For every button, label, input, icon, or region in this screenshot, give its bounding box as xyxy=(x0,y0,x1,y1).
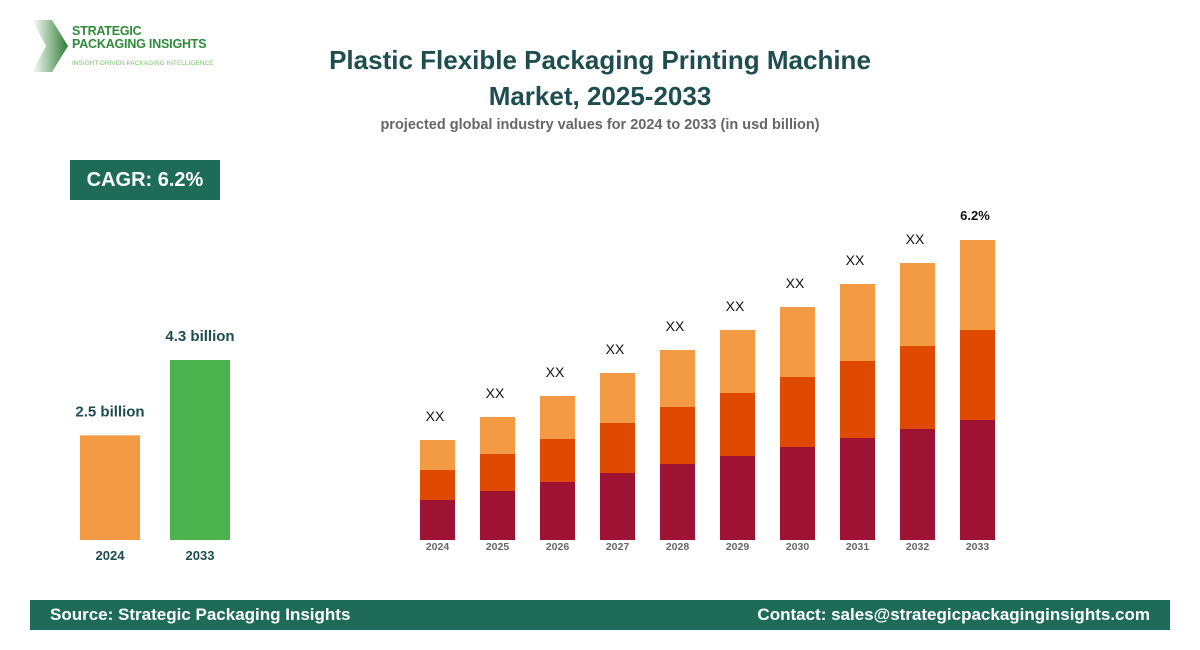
bar-segment-2025-2 xyxy=(480,417,515,454)
bar-segment-2031-1 xyxy=(840,361,875,438)
data-label: 2.5 billion xyxy=(75,403,144,420)
data-label: XX xyxy=(606,341,625,357)
bar-segment-2032-1 xyxy=(900,346,935,429)
data-label: XX xyxy=(786,275,805,291)
bar-segment-2024-0 xyxy=(420,500,455,540)
source-text: Source: Strategic Packaging Insights xyxy=(50,605,351,624)
bar-segment-2030-2 xyxy=(780,307,815,377)
chevron-logo-icon xyxy=(32,20,68,72)
chart-area: 2.5 billion 2024 4.3 billion 2033 XX 2024 XX 20… xyxy=(75,208,995,563)
x-tick-label: 2026 xyxy=(546,541,570,553)
logo-text: STRATEGIC xyxy=(72,24,142,38)
data-label: XX xyxy=(546,364,565,380)
bar-segment-2024-1 xyxy=(420,470,455,500)
data-label: XX xyxy=(486,385,505,401)
bar-segment-2028-0 xyxy=(660,464,695,540)
x-tick-label: 2025 xyxy=(486,541,510,553)
data-label: XX xyxy=(426,408,445,424)
bar-segment-2032-0 xyxy=(900,429,935,540)
footer: Source: Strategic Packaging Insights Con… xyxy=(30,600,1170,630)
data-label: 4.3 billion xyxy=(165,328,234,345)
bar-segment-2029-1 xyxy=(720,393,755,456)
data-label: XX xyxy=(726,298,745,314)
bar-segment-2030-1 xyxy=(780,377,815,447)
chart-title: Plastic Flexible Packaging Printing Mach… xyxy=(329,45,871,111)
bar-segment-2025-0 xyxy=(480,491,515,540)
bar-2024 xyxy=(80,435,140,540)
bar-segment-2027-1 xyxy=(600,423,635,473)
x-tick-label: 2024 xyxy=(96,548,126,563)
bar-segment-2030-0 xyxy=(780,447,815,540)
x-tick-label: 2024 xyxy=(426,541,450,553)
logo-text: PACKAGING INSIGHTS xyxy=(72,37,207,51)
bar-segment-2027-2 xyxy=(600,373,635,423)
bar-segment-2028-1 xyxy=(660,407,695,464)
contact-text: Contact: sales@strategicpackaginginsight… xyxy=(757,605,1150,624)
data-label: 6.2% xyxy=(960,208,990,223)
x-tick-label: 2033 xyxy=(966,541,990,553)
bar-segment-2026-0 xyxy=(540,482,575,540)
x-tick-label: 2028 xyxy=(666,541,690,553)
x-tick-label: 2033 xyxy=(186,548,215,563)
data-label: XX xyxy=(666,318,685,334)
bar-segment-2027-0 xyxy=(600,473,635,540)
bar-2033 xyxy=(170,360,230,540)
bar-segment-2031-0 xyxy=(840,438,875,540)
x-tick-label: 2031 xyxy=(846,541,870,553)
bar-segment-2026-2 xyxy=(540,396,575,439)
bar-segment-2028-2 xyxy=(660,350,695,407)
logo: STRATEGIC PACKAGING INSIGHTS INSIGHT-DRI… xyxy=(32,20,232,72)
logo-tagline: INSIGHT-DRIVEN PACKAGING INTELLIGENCE xyxy=(72,60,214,67)
bar-segment-2033-0 xyxy=(960,420,995,540)
bar-segment-2029-0 xyxy=(720,456,755,540)
x-tick-label: 2029 xyxy=(726,541,750,553)
cagr-badge: CAGR: 6.2% xyxy=(70,160,220,200)
x-tick-label: 2030 xyxy=(786,541,810,553)
bar-segment-2031-2 xyxy=(840,284,875,361)
x-tick-label: 2027 xyxy=(606,541,630,553)
bar-segment-2033-2 xyxy=(960,240,995,330)
data-label: XX xyxy=(846,252,865,268)
data-label: XX xyxy=(906,231,925,247)
bar-segment-2032-2 xyxy=(900,263,935,346)
x-tick-label: 2032 xyxy=(906,541,930,553)
bar-segment-2026-1 xyxy=(540,439,575,482)
chart-subtitle: projected global industry values for 202… xyxy=(380,117,820,133)
bar-segment-2029-2 xyxy=(720,330,755,393)
bar-segment-2025-1 xyxy=(480,454,515,491)
bar-segment-2024-2 xyxy=(420,440,455,470)
bar-segment-2033-1 xyxy=(960,330,995,420)
